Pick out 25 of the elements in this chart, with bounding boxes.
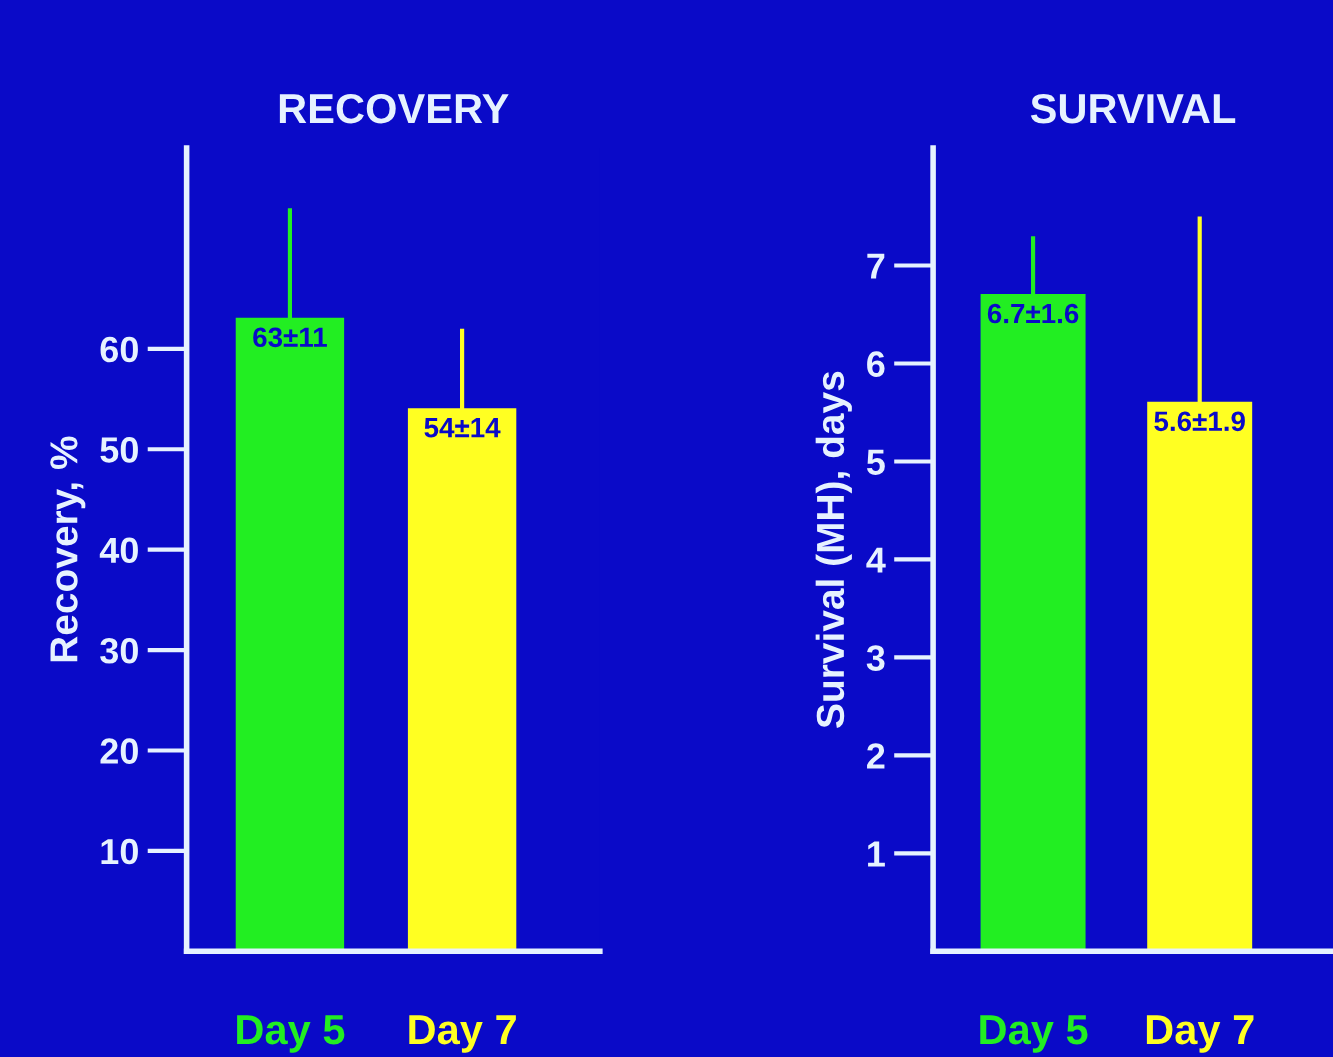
chart-title: SURVIVAL	[1030, 93, 1236, 124]
y-tick-label: 6	[867, 351, 885, 377]
y-tick-label: 5	[866, 449, 885, 475]
y-tick-label: 20	[100, 738, 138, 764]
y-tick-label: 30	[100, 637, 138, 664]
x-tick-label: Day 5	[980, 1015, 1088, 1053]
y-tick-label: 7	[867, 253, 885, 279]
x-tick-label: Day 5	[237, 1015, 345, 1053]
y-tick-label: 10	[101, 838, 138, 865]
y-tick-label: 2	[867, 743, 885, 769]
y-tick-label: 50	[100, 437, 138, 463]
x-tick-label: Day 7	[1146, 1015, 1254, 1053]
x-tick-label: Day 7	[409, 1015, 516, 1053]
chart-title: RECOVERY	[279, 93, 509, 124]
data-label: 5.6±1.9	[1154, 411, 1245, 432]
data-label: 54±14	[424, 418, 501, 438]
data-label: 6.7±1.6	[987, 303, 1079, 324]
y-tick-label: 40	[99, 537, 138, 564]
y-tick-label: 4	[866, 547, 886, 573]
y-axis-title: Recovery, %	[50, 436, 86, 662]
data-label: 63±11	[253, 327, 327, 348]
y-tick-label: 1	[868, 841, 885, 867]
y-tick-label: 3	[866, 645, 885, 671]
y-axis-title: Survival (MH), days	[815, 371, 852, 728]
y-tick-label: 60	[100, 336, 138, 363]
